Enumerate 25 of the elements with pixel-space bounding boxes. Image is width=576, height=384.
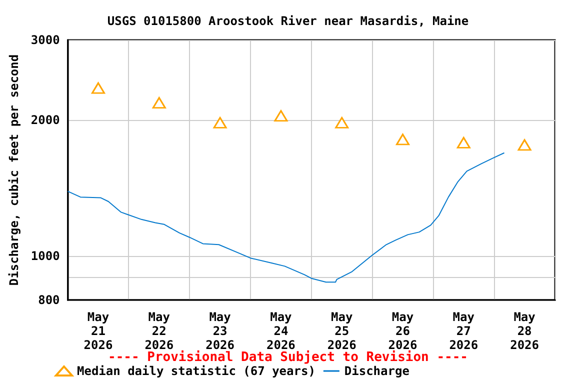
legend-label: Median daily statistic (67 years) [77, 364, 316, 378]
y-axis-title: Discharge, cubic feet per second [7, 54, 21, 286]
y-tick-label: 3000 [30, 33, 60, 47]
point [213, 116, 227, 128]
text: ---- Provisional Data Subject to Revision ---- [108, 350, 468, 365]
x-tick-label: May 28 2026 [510, 310, 540, 352]
point [396, 134, 410, 146]
legend-label: Discharge [344, 364, 410, 378]
x-tick-label: May 27 2026 [449, 310, 478, 352]
y-tick-label: 1000 [30, 249, 60, 264]
point [456, 136, 470, 148]
x-tick-label: May 23 2026 [206, 310, 234, 352]
y-tick-label: 2000 [30, 112, 60, 127]
x-tick-label: May 21 2026 [84, 310, 113, 352]
point [92, 82, 105, 94]
x-tick-label: May 22 2026 [144, 310, 174, 352]
line-series [67, 152, 505, 283]
point [335, 116, 349, 128]
point [274, 110, 288, 122]
y-tick-label: 800 [38, 293, 60, 307]
x-tick-label: May 25 2026 [327, 310, 356, 352]
chart-title: USGS 01015800 Aroostook River near Masardis, Maine [107, 14, 469, 28]
point [152, 97, 166, 109]
x-tick-label: May 24 2026 [266, 310, 296, 352]
point [518, 139, 532, 151]
